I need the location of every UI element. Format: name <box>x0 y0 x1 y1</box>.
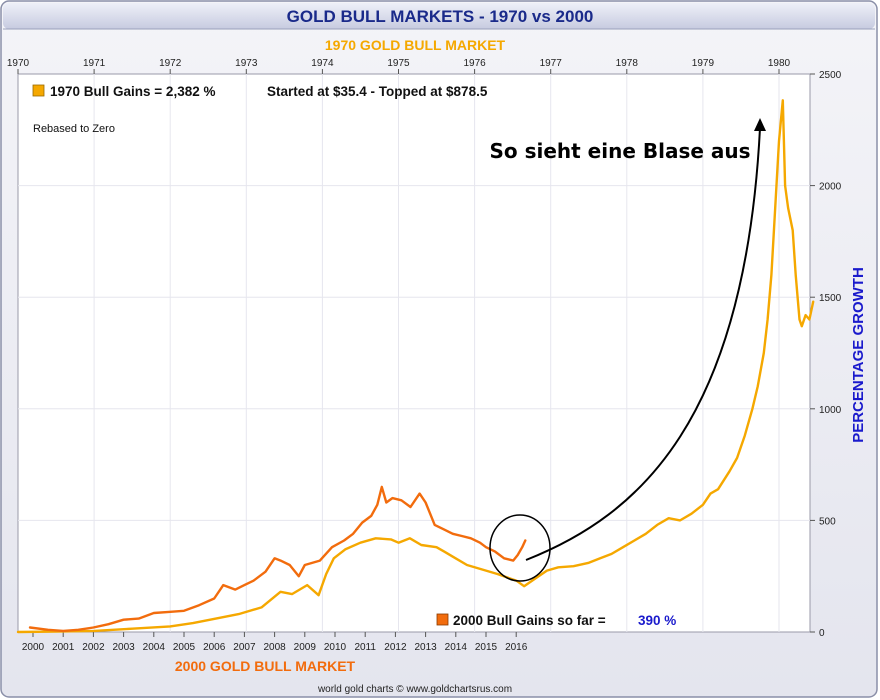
gridlines <box>18 74 810 632</box>
top-tick-label: 1973 <box>235 58 258 69</box>
y-tick-label: 2000 <box>819 182 842 193</box>
bubble-annotation: So sieht eine Blase aus <box>489 139 750 163</box>
bottom-tick-label: 2012 <box>384 642 407 653</box>
bottom-tick-label: 2013 <box>414 642 437 653</box>
y-tick-label: 1000 <box>819 405 842 416</box>
arrow-head-icon <box>754 118 766 131</box>
bottom-tick-label: 2007 <box>233 642 256 653</box>
title-bar <box>3 3 875 29</box>
y-tick-label: 2500 <box>819 70 842 81</box>
bottom-tick-label: 2003 <box>112 642 135 653</box>
top-tick-label: 1977 <box>540 58 563 69</box>
bottom-tick-label: 2001 <box>52 642 75 653</box>
legend-1970-swatch <box>32 84 45 97</box>
series-1970-line <box>16 99 815 634</box>
top-tick-label: 1980 <box>768 58 791 69</box>
bottom-tick-label: 2005 <box>173 642 196 653</box>
bottom-tick-label: 2010 <box>324 642 347 653</box>
top-tick-label: 1976 <box>463 58 486 69</box>
top-tick-label: 1970 <box>7 58 30 69</box>
bottom-tick-label: 2006 <box>203 642 226 653</box>
top-axis-ticks: 1970 1971 1972 1973 1974 1975 1976 1977 1978 1979… <box>7 58 791 74</box>
legend-1970-note: Started at $35.4 - Topped at $878.5 <box>267 84 488 99</box>
bottom-tick-label: 2016 <box>505 642 528 653</box>
y-tick-label: 500 <box>819 516 836 527</box>
legend-2000-label: 2000 Bull Gains so far = <box>453 613 606 628</box>
series-layer <box>16 99 815 634</box>
bottom-axis-title: 2000 GOLD BULL MARKET <box>175 658 356 674</box>
top-tick-label: 1978 <box>616 58 639 69</box>
highlight-circle <box>489 514 551 582</box>
y-tick-label: 0 <box>819 628 825 639</box>
series-2000-line <box>28 485 527 633</box>
top-tick-label: 1974 <box>311 58 334 69</box>
rebased-note: Rebased to Zero <box>33 123 115 135</box>
bottom-tick-label: 2015 <box>475 642 498 653</box>
plot-area <box>17 73 811 633</box>
bottom-tick-label: 2009 <box>294 642 317 653</box>
legend-1970-label: 1970 Bull Gains = 2,382 % <box>50 84 215 99</box>
bottom-tick-label: 2004 <box>143 642 166 653</box>
top-tick-label: 1979 <box>692 58 715 69</box>
top-tick-label: 1975 <box>387 58 410 69</box>
bottom-axis-ticks: 2000 2001 2002 2003 2004 2005 2006 2007 2008 2009… <box>22 632 528 653</box>
annotation-arrow <box>525 127 761 561</box>
right-axis-title: PERCENTAGE GROWTH <box>850 267 867 443</box>
bottom-tick-label: 2000 <box>22 642 45 653</box>
bottom-tick-label: 2011 <box>354 642 376 653</box>
legend-2000-value: 390 % <box>638 613 676 628</box>
credit-text: world gold charts © www.goldchartsrus.co… <box>317 684 512 695</box>
top-tick-label: 1971 <box>83 58 106 69</box>
bottom-tick-label: 2008 <box>263 642 286 653</box>
y-axis-ticks: 0 500 1000 1500 2000 2500 <box>810 70 842 639</box>
top-axis-title: 1970 GOLD BULL MARKET <box>325 37 506 53</box>
chart-title: GOLD BULL MARKETS - 1970 vs 2000 <box>287 7 594 26</box>
top-tick-label: 1972 <box>159 58 182 69</box>
y-tick-label: 1500 <box>819 293 842 304</box>
legend-2000-swatch <box>436 613 449 626</box>
bottom-tick-label: 2002 <box>82 642 105 653</box>
bottom-tick-label: 2014 <box>445 642 468 653</box>
